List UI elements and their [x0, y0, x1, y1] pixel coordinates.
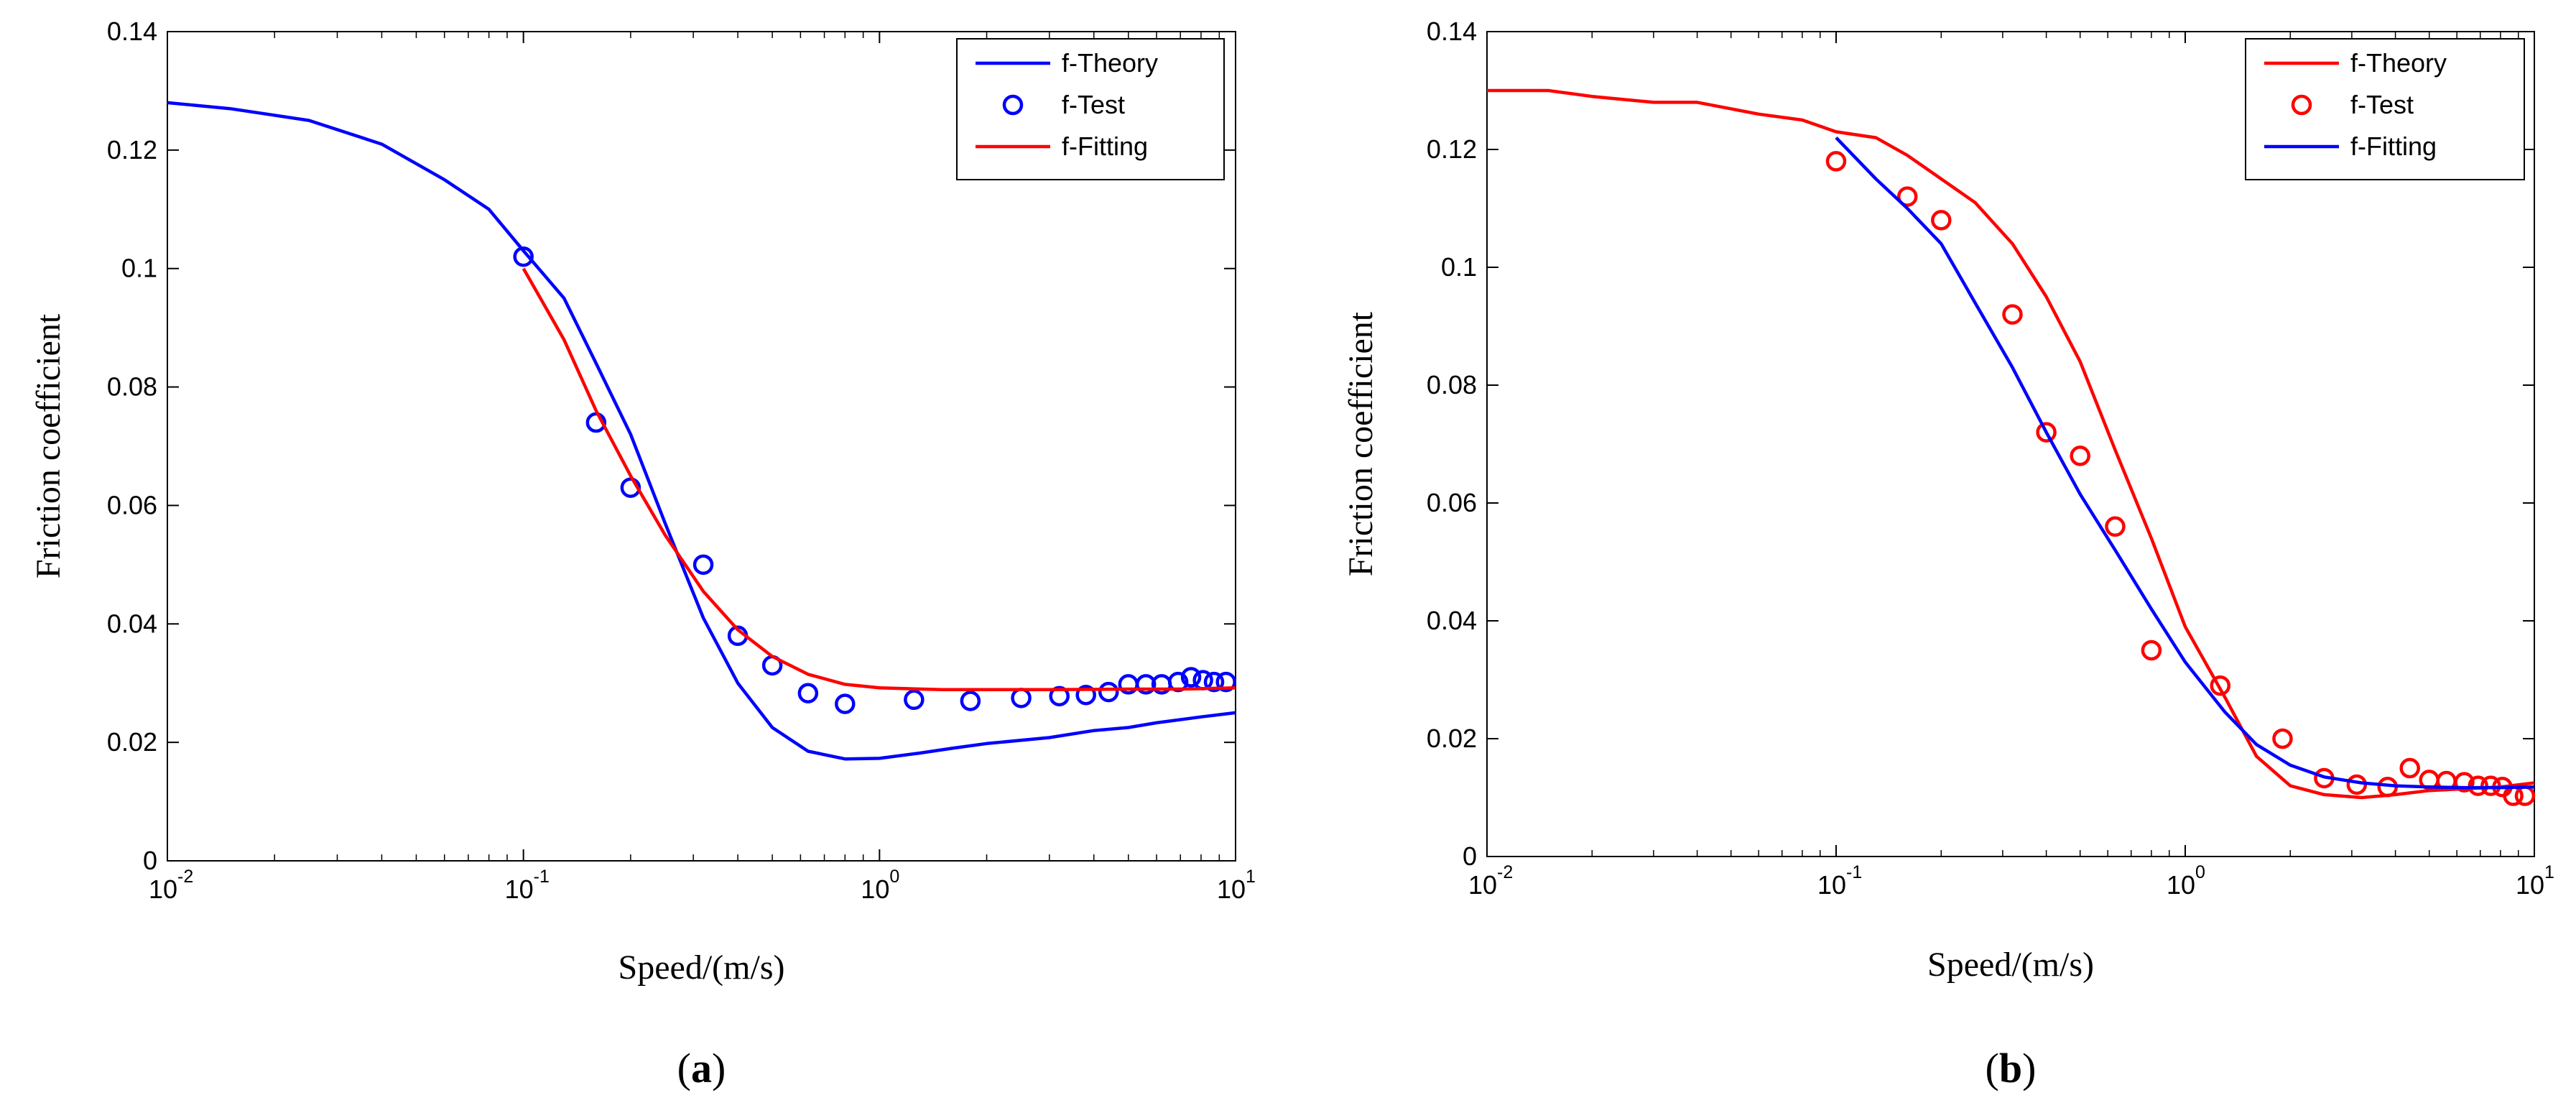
- data-point-f-test: [1049, 685, 1070, 707]
- x-tick-exponent: -2: [1497, 862, 1513, 882]
- y-tick-label: 0.14: [107, 17, 157, 46]
- y-tick-label: 0.08: [1427, 370, 1477, 400]
- legend-label: f-Fitting: [2350, 131, 2437, 161]
- series-line-f-fitting: [1835, 137, 2535, 790]
- series-line-f-theory: [167, 101, 1236, 761]
- y-axis-label: Friction coefficient: [29, 313, 68, 578]
- legend-label: f-Test: [1062, 90, 1125, 119]
- x-axis-label: Speed/(m/s): [1927, 946, 2094, 984]
- y-tick-label: 0: [1463, 841, 1477, 871]
- data-point-f-test: [2210, 675, 2231, 696]
- data-point-f-test: [904, 689, 925, 711]
- x-tick-exponent: 0: [2195, 862, 2205, 882]
- y-axis-label: Friction coefficient: [1342, 311, 1380, 576]
- legend-marker-swatch: [1002, 94, 1024, 116]
- data-point-f-test: [2002, 304, 2023, 325]
- x-tick-label: 10: [861, 874, 889, 904]
- y-tick-label: 0.06: [107, 490, 157, 520]
- x-tick-exponent: 0: [889, 867, 899, 887]
- x-tick-exponent: 1: [2544, 862, 2554, 882]
- x-tick-exponent: -2: [177, 867, 193, 887]
- data-point-f-test: [2480, 775, 2501, 796]
- panel-label: (a): [677, 1045, 726, 1091]
- data-point-f-test: [960, 691, 981, 711]
- y-tick-label: 0.14: [1427, 17, 1477, 46]
- y-tick-label: 0.1: [1441, 252, 1477, 282]
- data-point-f-test: [1825, 151, 1847, 172]
- data-point-f-test: [513, 246, 534, 267]
- legend-a: f-Theory f-Test f-Fitting: [956, 38, 1225, 180]
- data-point-f-test: [1203, 671, 1225, 693]
- data-point-f-test: [2272, 728, 2293, 749]
- x-tick-label: 10: [505, 874, 534, 904]
- x-tick-label: 10: [2167, 870, 2195, 900]
- data-point-f-test: [1180, 667, 1202, 688]
- data-point-f-test: [2070, 445, 2090, 466]
- x-tick-exponent: -1: [534, 867, 550, 887]
- x-axis-label: Speed/(m/s): [618, 948, 785, 987]
- x-tick-label: 10: [1468, 870, 1497, 900]
- y-tick-label: 0.06: [1427, 488, 1477, 517]
- y-tick-label: 0.12: [107, 135, 157, 165]
- data-point-f-test: [797, 683, 819, 703]
- data-point-f-test: [1098, 681, 1119, 703]
- data-point-f-test: [1215, 671, 1236, 693]
- data-point-f-test: [1075, 684, 1096, 706]
- data-point-f-test: [2468, 775, 2488, 796]
- legend-b: f-Theory f-Test f-Fitting: [2245, 38, 2525, 180]
- x-tick-label: 10: [2516, 870, 2544, 900]
- legend-label: f-Theory: [2350, 48, 2447, 78]
- legend-label: f-Theory: [1062, 48, 1158, 78]
- data-point-f-test: [2454, 772, 2475, 793]
- series-line-f-fitting: [522, 267, 1236, 692]
- y-tick-label: 0.02: [107, 727, 157, 757]
- data-point-f-test: [2399, 757, 2420, 779]
- y-tick-label: 0.1: [121, 254, 157, 283]
- data-point-f-test: [2105, 516, 2126, 537]
- data-point-f-test: [2036, 422, 2057, 443]
- data-point-f-test: [835, 693, 856, 714]
- x-tick-label: 10: [149, 874, 177, 904]
- series-line-f-theory: [1487, 88, 2535, 800]
- panel-label: (b): [1986, 1045, 2037, 1091]
- x-tick-exponent: 1: [1246, 867, 1256, 887]
- x-tick-exponent: -1: [1846, 862, 1862, 882]
- y-tick-label: 0: [143, 846, 157, 875]
- y-tick-label: 0.02: [1427, 724, 1477, 753]
- data-point-f-test: [1931, 210, 1952, 231]
- data-point-f-test: [2141, 640, 2162, 661]
- legend-label: f-Fitting: [1062, 131, 1148, 161]
- y-tick-label: 0.08: [107, 372, 157, 402]
- y-tick-label: 0.12: [1427, 134, 1477, 164]
- y-tick-label: 0.04: [107, 609, 157, 638]
- y-tick-label: 0.04: [1427, 606, 1477, 635]
- data-point-f-test: [1896, 186, 1918, 207]
- legend-label: f-Test: [2350, 90, 2414, 119]
- data-point-f-test: [692, 554, 714, 576]
- x-tick-label: 10: [1217, 874, 1246, 904]
- x-tick-label: 10: [1817, 870, 1846, 900]
- legend-marker-swatch: [2291, 94, 2312, 116]
